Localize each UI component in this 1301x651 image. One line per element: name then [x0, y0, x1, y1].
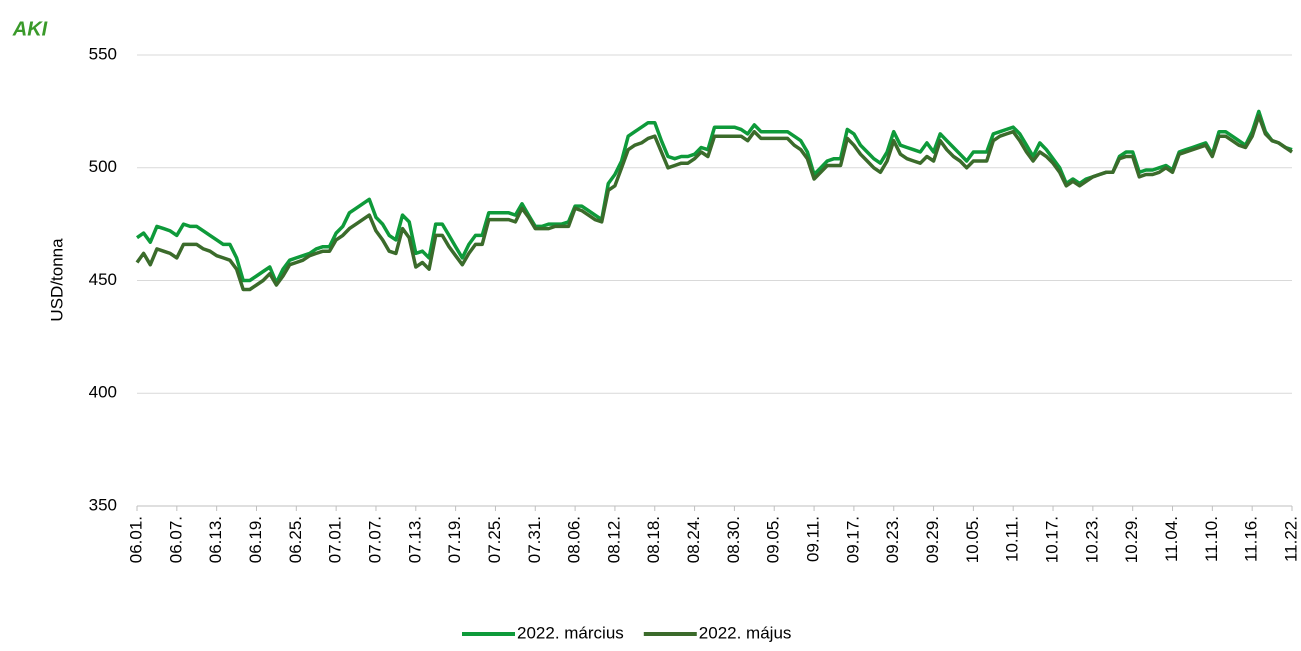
- x-tick-label: 09.11.: [804, 516, 823, 562]
- x-tick-label: 09.23.: [883, 516, 902, 563]
- x-tick-label: 11.04.: [1162, 516, 1181, 562]
- y-tick-label: 550: [89, 44, 117, 63]
- y-tick-label: 350: [89, 495, 117, 514]
- x-tick-label: 10.23.: [1082, 516, 1101, 563]
- x-tick-label: 08.06.: [565, 516, 584, 563]
- x-tick-label: 11.16.: [1242, 516, 1261, 562]
- x-tick-label: 11.22.: [1281, 516, 1300, 562]
- y-tick-label: 450: [89, 270, 117, 289]
- x-tick-label: 06.07.: [166, 516, 185, 563]
- x-tick-label: 10.17.: [1043, 516, 1062, 563]
- x-tick-label: 10.05.: [963, 516, 982, 563]
- y-tick-label: 500: [89, 157, 117, 176]
- x-tick-label: 07.31.: [525, 516, 544, 563]
- legend-label: 2022. március: [517, 623, 624, 642]
- x-tick-label: 06.01.: [126, 516, 145, 563]
- legend-label: 2022. május: [699, 623, 792, 642]
- x-tick-label: 10.29.: [1122, 516, 1141, 563]
- x-tick-label: 08.30.: [724, 516, 743, 563]
- logo: AKI: [12, 18, 48, 40]
- series-line: [135, 114, 1293, 292]
- x-tick-label: 08.18.: [644, 516, 663, 563]
- y-tick-label: 400: [89, 383, 117, 402]
- x-tick-label: 09.29.: [923, 516, 942, 563]
- x-tick-label: 06.13.: [206, 516, 225, 563]
- x-tick-label: 07.25.: [485, 516, 504, 563]
- x-tick-label: 08.12.: [604, 516, 623, 563]
- x-tick-label: 07.07.: [365, 516, 384, 563]
- x-tick-label: 07.19.: [445, 516, 464, 563]
- x-tick-label: 08.24.: [684, 516, 703, 563]
- x-tick-label: 09.05.: [764, 516, 783, 563]
- x-tick-label: 07.01.: [326, 516, 345, 563]
- x-tick-label: 06.25.: [286, 516, 305, 563]
- x-tick-label: 10.11.: [1003, 516, 1022, 562]
- x-tick-label: 07.13.: [405, 516, 424, 563]
- x-tick-label: 11.10.: [1202, 516, 1221, 562]
- x-tick-label: 06.19.: [246, 516, 265, 563]
- x-tick-label: 09.17.: [843, 516, 862, 563]
- y-axis-label: USD/tonna: [47, 238, 66, 322]
